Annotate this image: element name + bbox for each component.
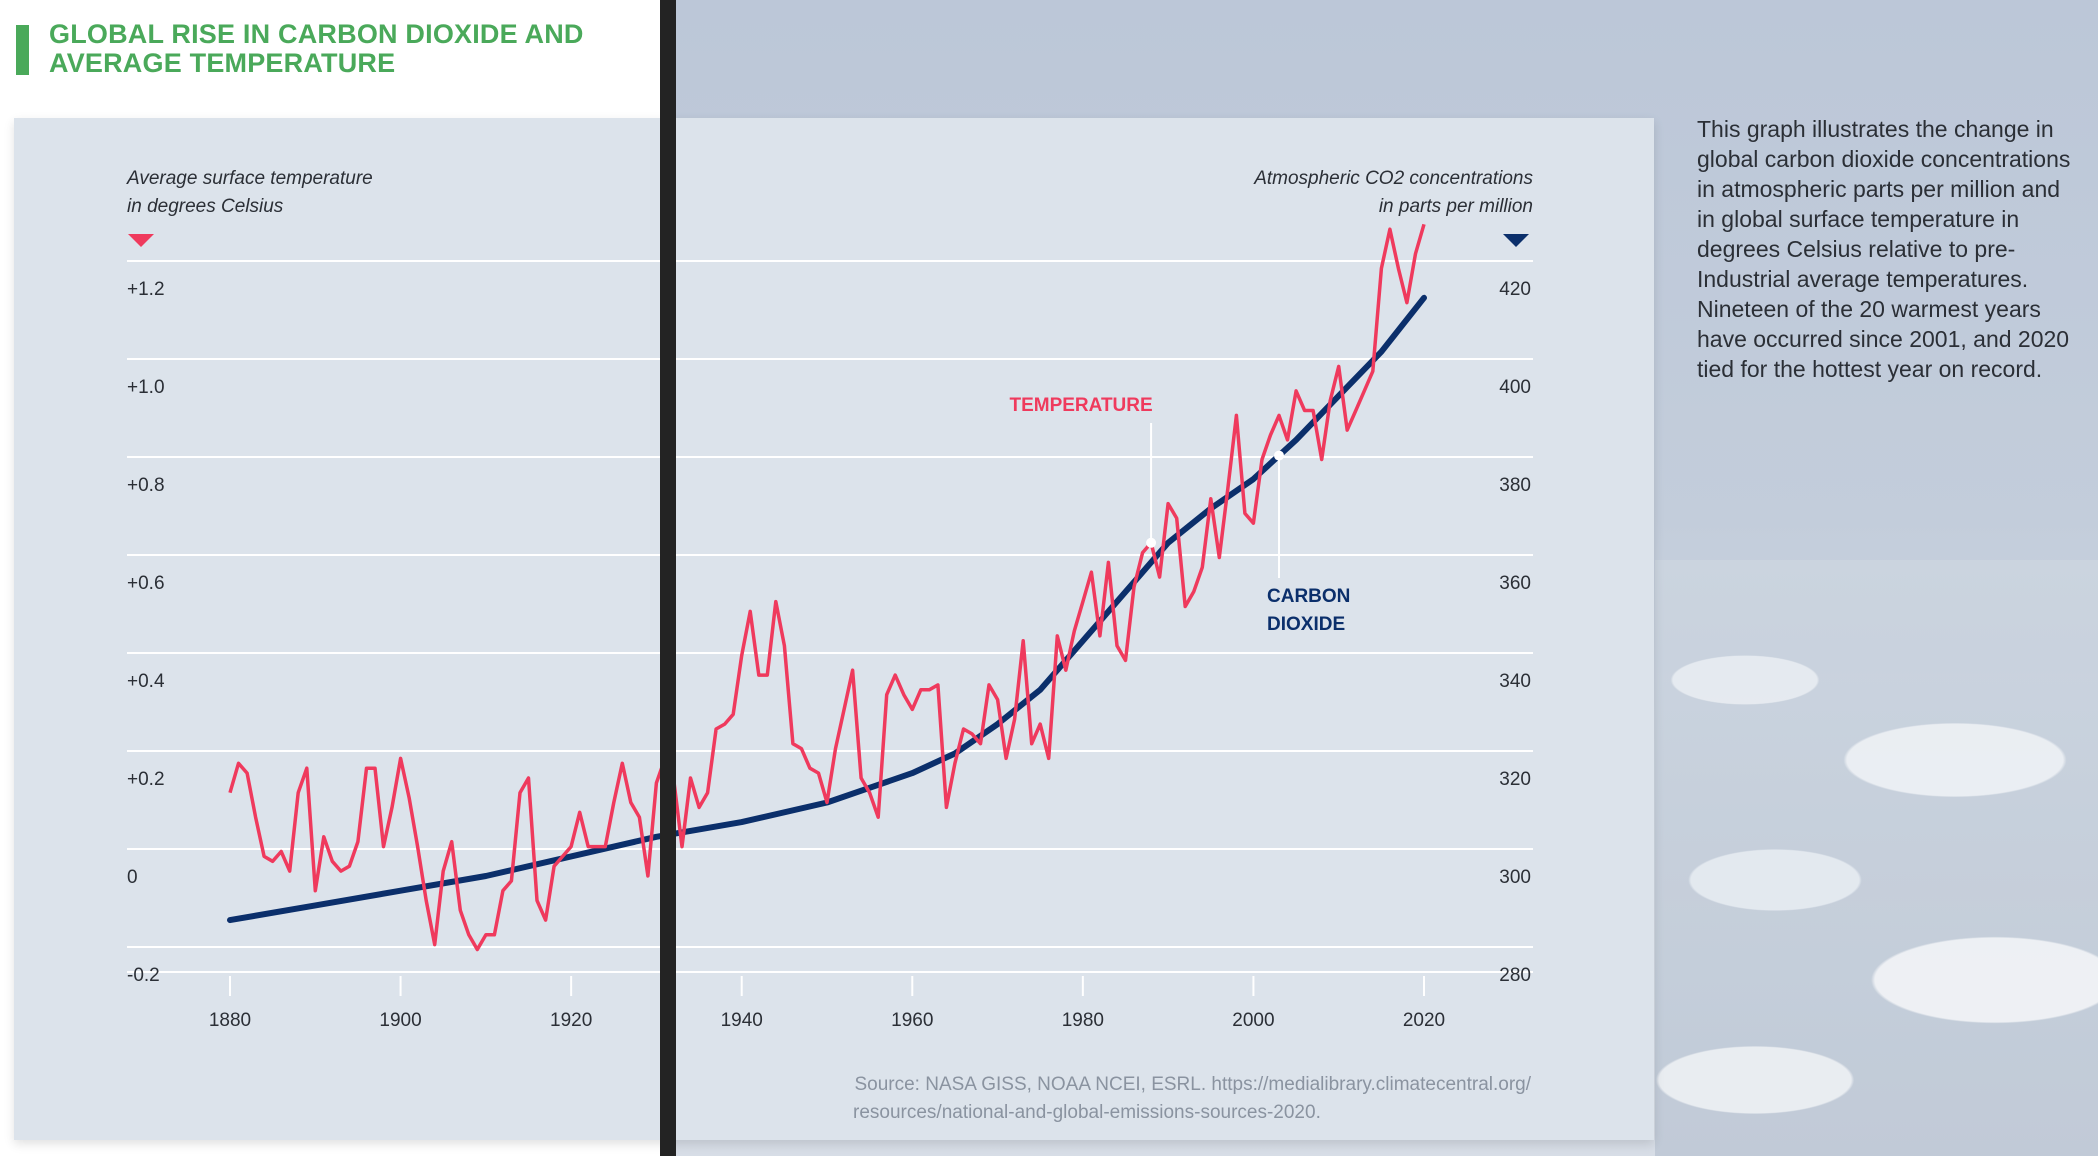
right-tick-label: 360	[1499, 573, 1531, 594]
chart-description: This graph illustrates the change in glo…	[1697, 116, 2071, 382]
right-tick-label: 400	[1499, 377, 1531, 398]
co2-annotation-line1: CARBON	[1267, 586, 1350, 607]
right-tick-label: 280	[1499, 965, 1531, 986]
gridlines	[127, 260, 1533, 973]
temperature-annotation: TEMPERATURE	[1009, 395, 1152, 416]
source-line1: Source: NASA GISS, NOAA NCEI, ESRL. http…	[854, 1074, 1531, 1095]
left-tick-label: +0.8	[127, 475, 165, 496]
left-axis-label-line1: Average surface temperature	[126, 168, 373, 189]
co2-callout-dot	[1274, 450, 1285, 461]
right-tick-label: 420	[1499, 279, 1531, 300]
left-tick-label: 0	[127, 867, 138, 888]
co2-annotation-line2: DIOXIDE	[1267, 614, 1345, 635]
temperature-callout-dot	[1146, 537, 1157, 548]
right-axis: 420 400 380 360 340 320 300 280	[1499, 279, 1531, 986]
right-axis-label-line1: Atmospheric CO2 concentrations	[1253, 168, 1533, 189]
left-tick-label: +1.0	[127, 377, 165, 398]
left-axis-marker-icon	[128, 234, 154, 247]
page-title: GLOBAL RISE IN CARBON DIOXIDE AND AVERAG…	[49, 19, 584, 78]
x-tick-label: 2000	[1232, 1010, 1274, 1031]
left-tick-label: +0.6	[127, 573, 165, 594]
temperature-series-line	[228, 223, 1426, 952]
left-axis-label-line2: in degrees Celsius	[127, 196, 284, 217]
x-tick-label: 1920	[550, 1010, 592, 1031]
right-tick-label: 340	[1499, 671, 1531, 692]
series-annotations: TEMPERATURE CARBON DIOXIDE	[1009, 395, 1350, 635]
right-tick-label: 320	[1499, 769, 1531, 790]
climate-chart: 1880 1900 1920 1940 1960 1980 2000 2020 +1.2+1.…	[126, 168, 1533, 1123]
title-accent-bar	[16, 25, 29, 75]
left-tick-label: +0.2	[127, 769, 165, 790]
x-tick-label: 1980	[1062, 1010, 1104, 1031]
x-tick-label: 1940	[721, 1010, 763, 1031]
right-tick-label: 300	[1499, 867, 1531, 888]
right-tick-label: 380	[1499, 475, 1531, 496]
x-tick-label: 1880	[209, 1010, 251, 1031]
x-tick-label: 2020	[1403, 1010, 1445, 1031]
source-line2: resources/national-and-global-emissions-…	[853, 1102, 1321, 1123]
co2-series-line	[227, 294, 1427, 924]
left-tick-label: +0.4	[127, 671, 165, 692]
left-axis: +1.2 +1.0 +0.8 +0.6 +0.4 +0.2 0 -0.2	[127, 279, 165, 986]
chart-panel: 1880 1900 1920 1940 1960 1980 2000 2020 +1.2 +1.…	[14, 118, 1654, 1140]
left-tick-label: +1.2	[127, 279, 165, 300]
left-tick-label: -0.2	[127, 965, 160, 986]
x-tick-label: 1960	[891, 1010, 933, 1031]
x-axis: 1880 1900 1920 1940 1960 1980 2000 2020	[209, 976, 1445, 1031]
x-tick-label: 1900	[379, 1010, 421, 1031]
right-axis-marker-icon	[1503, 234, 1529, 247]
right-axis-label-line2: in parts per million	[1379, 196, 1533, 217]
divider-bar	[660, 0, 676, 1156]
ice-floes-image	[1655, 560, 2098, 1156]
